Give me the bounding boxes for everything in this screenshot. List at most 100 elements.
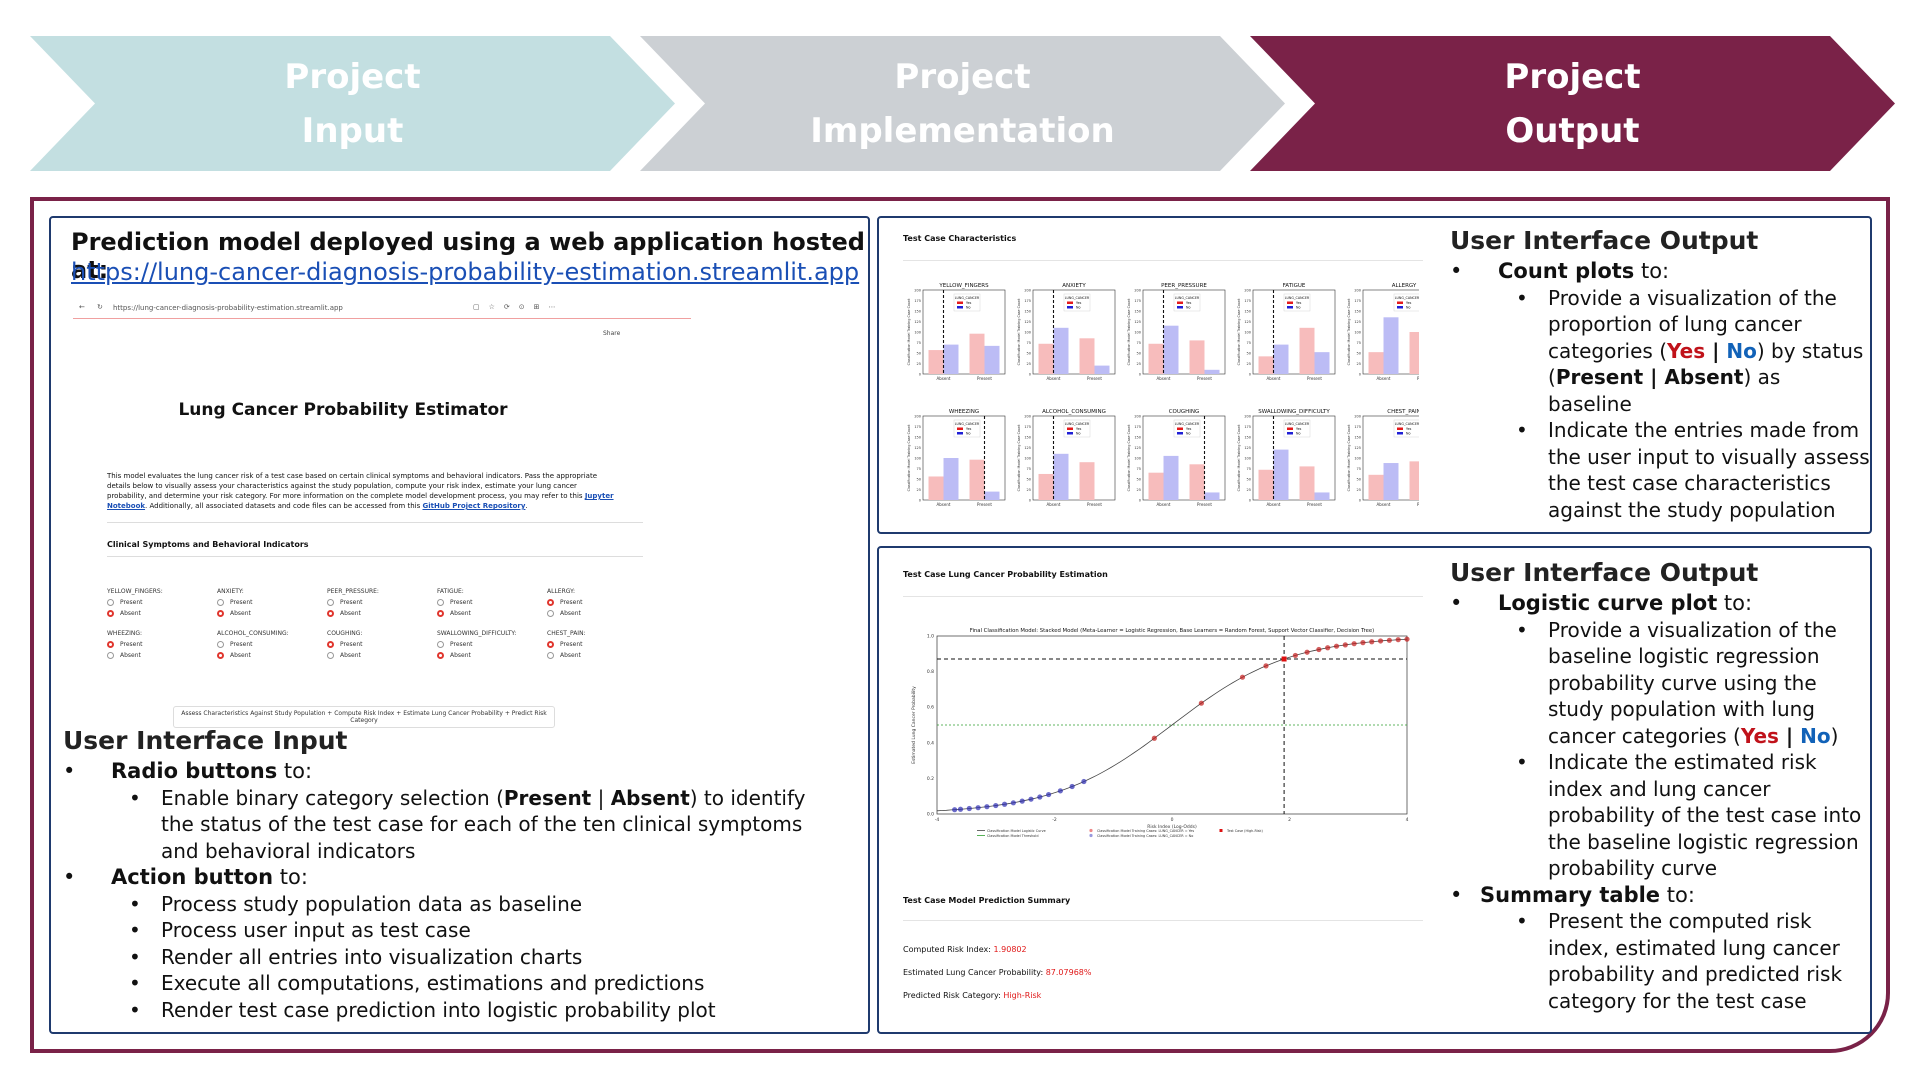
y-tick-label: 175 — [914, 425, 921, 429]
browser-toolbar-icons[interactable]: ▢☆⟳⊙⊞⋯ — [473, 303, 565, 311]
y-tick-label: 100 — [1244, 457, 1251, 461]
address-bar[interactable]: https://lung-cancer-diagnosis-probabilit… — [113, 304, 343, 312]
radio-circle[interactable] — [107, 652, 114, 659]
radio-option-present[interactable]: Present — [217, 639, 289, 650]
radio-circle[interactable] — [327, 610, 334, 617]
radio-option-label: Present — [450, 641, 473, 648]
radio-option-present[interactable]: Present — [437, 639, 516, 650]
radio-circle[interactable] — [107, 641, 114, 648]
y-tick-label: 50 — [1247, 352, 1251, 356]
radio-option-absent[interactable]: Absent — [327, 650, 363, 661]
bar-no — [1053, 453, 1069, 500]
radio-circle[interactable] — [437, 610, 444, 617]
radio-option-present[interactable]: Present — [217, 597, 253, 608]
legend-entry: No — [1406, 432, 1410, 436]
training-point-no — [1019, 798, 1025, 804]
back-icon[interactable]: ← — [79, 303, 85, 311]
radio-option-present[interactable]: Present — [547, 639, 586, 650]
training-point-yes — [1263, 663, 1269, 669]
y-tick-label: 50 — [1357, 352, 1361, 356]
stage-implementation-line2: Implementation — [810, 110, 1115, 151]
subplot-title: SWALLOWING_DIFFICULTY — [1258, 409, 1330, 415]
y-tick-label: 150 — [1134, 436, 1141, 440]
notebook-link[interactable]: Jupyter Notebook — [107, 492, 614, 510]
y-tick-label: 200 — [1024, 415, 1031, 419]
radio-circle[interactable] — [437, 641, 444, 648]
radio-circle[interactable] — [217, 641, 224, 648]
radio-circle[interactable] — [437, 652, 444, 659]
radio-circle[interactable] — [547, 652, 554, 659]
logistic-sep: | — [1778, 723, 1801, 748]
radio-circle[interactable] — [547, 641, 554, 648]
action-button[interactable]: Assess Characteristics Against Study Pop… — [173, 706, 555, 728]
subplot-title: PEER_PRESSURE — [1161, 283, 1207, 289]
legend-swatch — [1287, 301, 1293, 304]
radio-option-absent[interactable]: Absent — [547, 608, 583, 619]
radio-option-present[interactable]: Present — [107, 597, 163, 608]
legend-entry: Yes — [1296, 301, 1302, 305]
share-label[interactable]: Share — [603, 330, 621, 337]
reload-icon[interactable]: ↻ — [97, 303, 103, 311]
radio-circle[interactable] — [217, 610, 224, 617]
training-point-no — [1028, 796, 1034, 802]
logistic-bullet-title: Logistic curve plot — [1498, 591, 1718, 615]
radio-option-absent[interactable]: Absent — [107, 650, 143, 661]
y-tick-label: 0 — [1029, 373, 1031, 377]
radio-option-absent[interactable]: Absent — [327, 608, 379, 619]
bar-yes — [1038, 473, 1054, 500]
radio-option-absent[interactable]: Absent — [217, 650, 289, 661]
legend-swatch — [1067, 432, 1073, 435]
count-sep: | — [1705, 338, 1727, 363]
action-sub-0: Process study population data as baselin… — [63, 891, 843, 918]
radio-group: PEER_PRESSURE: Present Absent — [327, 586, 379, 619]
radio-option-present[interactable]: Present — [327, 639, 363, 650]
legend-swatch — [1177, 301, 1183, 304]
radio-circle[interactable] — [547, 610, 554, 617]
y-tick-label: 0 — [1249, 373, 1251, 377]
radio-circle[interactable] — [107, 599, 114, 606]
y-tick-label: 200 — [914, 289, 921, 293]
count-chart-rule — [903, 260, 1423, 261]
radio-option-present[interactable]: Present — [327, 597, 379, 608]
legend-swatch — [1397, 432, 1403, 435]
bar-no — [1314, 352, 1330, 374]
radio-option-present[interactable]: Present — [107, 639, 143, 650]
training-point-yes — [1342, 642, 1348, 648]
y-tick-label: 150 — [914, 436, 921, 440]
radio-option-absent[interactable]: Absent — [107, 608, 163, 619]
action-bullet-title: Action button — [111, 865, 274, 889]
legend-swatch — [957, 432, 963, 435]
radio-circle[interactable] — [547, 599, 554, 606]
radio-circle[interactable] — [437, 599, 444, 606]
radio-option-absent[interactable]: Absent — [547, 650, 586, 661]
browser-bar: ← ↻ https://lung-cancer-diagnosis-probab… — [73, 300, 691, 319]
radio-sub-sep: | — [591, 785, 611, 810]
training-point-no — [1046, 791, 1052, 798]
y-tick-label: 175 — [1134, 425, 1141, 429]
app-url-link[interactable]: https://lung-cancer-diagnosis-probabilit… — [71, 258, 860, 286]
radio-group-label: ALLERGY: — [547, 588, 575, 595]
subplot-frame — [1032, 415, 1116, 501]
radio-group: ALCOHOL_CONSUMING: Present Absent — [217, 628, 289, 661]
radio-option-absent[interactable]: Absent — [437, 650, 516, 661]
section-title: Clinical Symptoms and Behavioral Indicat… — [107, 540, 309, 549]
radio-circle[interactable] — [217, 652, 224, 659]
radio-circle[interactable] — [327, 641, 334, 648]
deploy-heading: Prediction model deployed using a web ap… — [71, 228, 865, 284]
repo-link[interactable]: GitHub Project Repository — [422, 502, 526, 510]
x-tick-label: 2 — [1288, 817, 1291, 823]
radio-group-label: ALCOHOL_CONSUMING: — [217, 630, 289, 637]
radio-option-absent[interactable]: Absent — [437, 608, 473, 619]
radio-option-absent[interactable]: Absent — [217, 608, 253, 619]
radio-circle[interactable] — [217, 599, 224, 606]
legend-swatch — [1177, 432, 1183, 435]
radio-circle[interactable] — [327, 652, 334, 659]
radio-option-present[interactable]: Present — [547, 597, 583, 608]
process-chevrons — [30, 36, 1895, 171]
radio-circle[interactable] — [107, 610, 114, 617]
radio-circle[interactable] — [327, 599, 334, 606]
summary-rule — [903, 920, 1423, 921]
radio-option-present[interactable]: Present — [437, 597, 473, 608]
y-tick-label: 1.0 — [927, 634, 934, 640]
legend-title: LUNG_CANCER — [1065, 422, 1090, 426]
